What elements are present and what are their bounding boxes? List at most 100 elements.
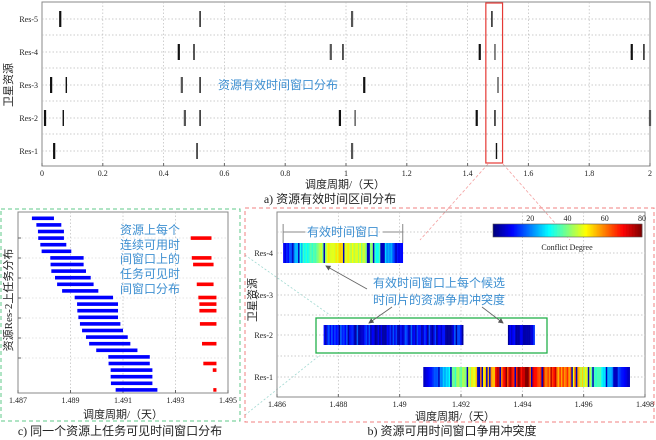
visible-window-mark	[478, 44, 481, 60]
conflict-slice	[459, 367, 461, 387]
conflict-slice	[377, 243, 380, 263]
conflict-slice	[341, 243, 344, 263]
conflict-slice	[380, 243, 383, 263]
colorbar-swatch	[600, 224, 603, 237]
visible-window-mark	[491, 11, 493, 27]
colorbar-swatch	[558, 224, 561, 237]
colorbar-swatch	[591, 224, 594, 237]
res2-highlight-box	[315, 317, 548, 354]
conflict-slice	[577, 367, 580, 387]
colorbar-swatch	[537, 224, 540, 237]
conflict-slice	[365, 325, 368, 345]
conflict-slice	[404, 325, 407, 345]
colorbar-swatch	[618, 224, 620, 237]
conflict-slice	[289, 243, 291, 263]
colorbar-swatch	[560, 224, 562, 237]
conflict-slice	[604, 367, 607, 387]
conflict-slice	[429, 367, 432, 387]
conflict-slice	[502, 367, 505, 387]
conflict-slice	[474, 367, 476, 387]
conflict-slice	[361, 325, 363, 345]
conflict-slice	[574, 367, 577, 387]
conflict-slice	[379, 325, 381, 345]
colorbar-swatch	[543, 224, 546, 237]
conflict-slice	[578, 367, 581, 387]
conflict-slice	[323, 243, 326, 263]
task-window-first	[110, 374, 153, 379]
conflict-slice	[590, 367, 593, 387]
conflict-slice	[397, 325, 399, 345]
visible-window-mark	[53, 143, 56, 159]
colorbar-swatch	[536, 224, 538, 237]
visible-window-mark	[494, 110, 496, 126]
conflict-slice	[336, 243, 339, 263]
visible-window-mark	[494, 44, 496, 60]
colorbar-swatch	[509, 224, 512, 237]
conflict-slice	[359, 243, 362, 263]
colorbar-swatch	[574, 224, 577, 237]
colorbar-swatch	[603, 224, 606, 237]
conflict-slice	[359, 325, 362, 345]
conflict-slice	[304, 243, 306, 263]
conflict-slice	[331, 325, 333, 345]
conflict-slice	[328, 325, 330, 345]
conflict-slice	[605, 367, 608, 387]
visible-window-mark	[648, 110, 652, 126]
conflict-slice	[386, 243, 389, 263]
conflict-slice	[365, 243, 368, 263]
colorbar-swatch	[554, 224, 556, 237]
colorbar-swatch	[583, 224, 586, 237]
task-window-first	[115, 388, 158, 392]
panel-a-xtick-label: 0.4	[159, 169, 169, 178]
colorbar-swatch	[533, 224, 536, 237]
conflict-slice	[363, 243, 366, 263]
colorbar-swatch	[588, 224, 591, 237]
conflict-slice	[409, 325, 411, 345]
task-window-first	[110, 381, 153, 386]
conflict-slice	[489, 367, 491, 387]
conflict-slice	[458, 325, 461, 345]
conflict-slice	[536, 367, 539, 387]
conflict-slice	[586, 367, 589, 387]
conflict-slice	[450, 367, 452, 387]
visible-window-mark	[62, 110, 64, 126]
colorbar-swatch	[512, 224, 515, 237]
conflict-slice	[463, 367, 466, 387]
conflict-slice	[562, 367, 565, 387]
conflict-slice	[333, 243, 336, 263]
conflict-slice	[584, 367, 587, 387]
conflict-slice	[509, 325, 512, 345]
conflict-slice	[436, 367, 439, 387]
conflict-slice	[426, 367, 429, 387]
task-window-second	[203, 361, 217, 366]
conflict-slice	[398, 243, 401, 263]
conflict-slice	[596, 367, 599, 387]
conflict-slice	[317, 243, 320, 263]
conflict-slice	[625, 367, 627, 387]
colorbar-swatch	[521, 224, 524, 237]
colorbar-swatch	[518, 224, 521, 237]
conflict-slice	[351, 243, 354, 263]
colorbar-swatch	[577, 224, 580, 237]
conflict-slice	[569, 367, 572, 387]
conflict-slice	[432, 367, 435, 387]
conflict-slice	[284, 243, 287, 263]
conflict-slice	[449, 325, 452, 345]
conflict-slice	[513, 325, 516, 345]
conflict-slice	[460, 367, 463, 387]
conflict-slice	[390, 243, 393, 263]
panel-a-xtick-label: 0.8	[280, 169, 290, 178]
conflict-slice	[374, 243, 377, 263]
conflict-slice	[415, 325, 417, 345]
visible-window-mark	[350, 11, 354, 27]
conflict-slice	[423, 367, 426, 387]
conflict-slice	[430, 325, 432, 345]
panel-b-xlabel: 调度周期/（天）	[415, 409, 495, 423]
colorbar-swatch	[637, 224, 640, 237]
conflict-slice	[418, 325, 420, 345]
conflict-slice	[469, 367, 472, 387]
visible-window-mark	[199, 77, 201, 93]
conflict-slice	[392, 325, 395, 345]
